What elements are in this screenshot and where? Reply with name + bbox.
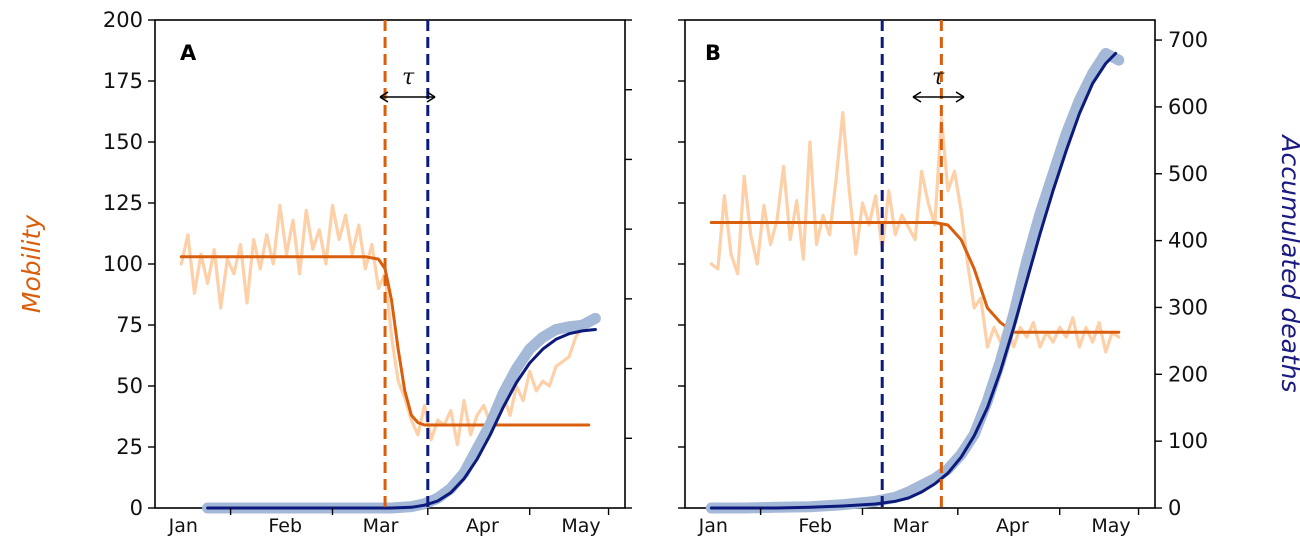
x-tick-label: May — [1091, 515, 1130, 537]
right-tick-label: 0 — [1168, 496, 1181, 520]
x-tick-label: Apr — [466, 515, 499, 537]
right-tick-label: 500 — [1168, 162, 1208, 186]
x-tick-label: Feb — [268, 515, 302, 537]
right-tick-label: 100 — [1168, 429, 1208, 453]
right-tick-label: 200 — [1168, 362, 1208, 386]
left-tick-label: 50 — [116, 374, 143, 398]
tau-label-a: τ — [402, 65, 415, 90]
x-tick-label: Jan — [168, 515, 198, 537]
panel-a-left-ticks: 0 25 50 75 100 125 150 175 200 — [103, 8, 155, 520]
tau-annotation-b: τ — [912, 65, 965, 103]
tau-arrow-heads-a — [379, 91, 436, 103]
series-mobility-fit-line — [179, 255, 591, 427]
x-tick-label: May — [561, 515, 600, 537]
series-mobility-raw-line — [709, 111, 1121, 354]
panel-b-left-ticks — [678, 19, 685, 509]
series-mobility-fit-line — [709, 221, 1121, 334]
panel-a-letter: A — [180, 41, 197, 65]
panel-b-right-ticks: 0 100 200 300 400 500 600 700 — [1155, 28, 1208, 520]
right-tick-label: 400 — [1168, 229, 1208, 253]
panel-a: 0 25 50 75 100 125 150 175 200 Jan Feb Mar Apr May A… — [103, 8, 632, 537]
left-tick-label: 25 — [116, 435, 143, 459]
panel-a-right-ticks — [625, 19, 632, 509]
x-tick-label: Feb — [798, 515, 832, 537]
series-deaths-raw-line — [202, 312, 601, 514]
left-tick-label: 75 — [116, 313, 143, 337]
series-deaths-fit-line — [206, 328, 597, 510]
left-tick-label: 100 — [103, 252, 143, 276]
panel-a-x-ticks: Jan Feb Mar Apr May — [168, 508, 610, 537]
left-axis-title: Mobility — [17, 214, 46, 313]
tau-arrow-heads-b — [912, 91, 965, 103]
series-deaths-raw-line — [705, 47, 1125, 514]
left-tick-label: 150 — [103, 130, 143, 154]
right-tick-label: 600 — [1168, 95, 1208, 119]
panel-b-letter: B — [705, 41, 721, 65]
series-deaths-fit-line — [709, 51, 1118, 510]
x-tick-label: Apr — [996, 515, 1029, 537]
left-tick-label: 200 — [103, 8, 143, 32]
panel-b: 0 100 200 300 400 500 600 700 Jan Feb Mar Apr May B… — [678, 19, 1208, 537]
right-tick-label: 300 — [1168, 295, 1208, 319]
panel-b-x-ticks: Jan Feb Mar Apr May — [698, 508, 1140, 537]
tau-annotation-a: τ — [379, 65, 436, 103]
panel-b-lines — [705, 20, 1125, 514]
x-tick-label: Mar — [893, 515, 929, 537]
right-tick-label: 700 — [1168, 28, 1208, 52]
x-tick-label: Mar — [363, 515, 399, 537]
tau-label-b: τ — [932, 65, 945, 90]
panel-a-lines — [179, 20, 601, 514]
x-tick-label: Jan — [698, 515, 728, 537]
left-tick-label: 0 — [130, 496, 143, 520]
left-tick-label: 175 — [103, 69, 143, 93]
left-tick-label: 125 — [103, 191, 143, 215]
right-axis-title: Accumulated deaths — [1276, 133, 1300, 392]
